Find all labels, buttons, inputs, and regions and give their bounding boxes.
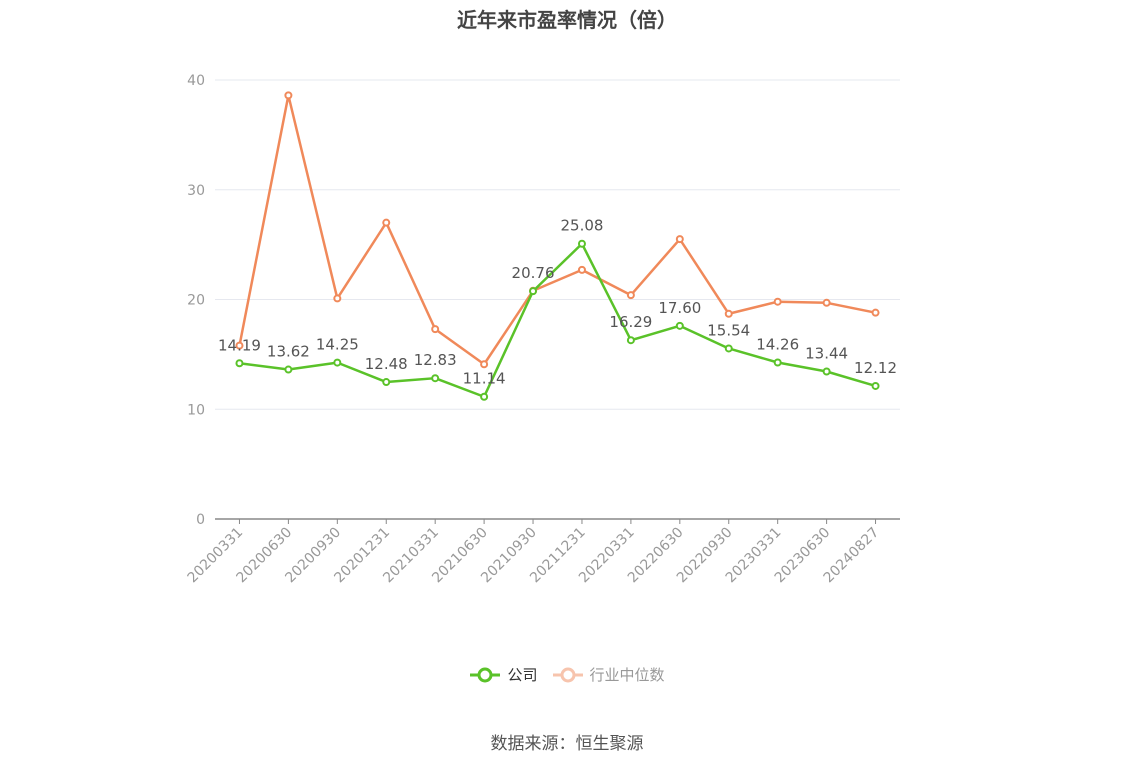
data-point-industry-median xyxy=(431,325,440,334)
data-label-company: 16.29 xyxy=(609,313,652,331)
data-point-company xyxy=(626,336,635,345)
data-point-industry-median xyxy=(333,294,342,303)
data-point-company xyxy=(724,344,733,353)
data-point-industry-median xyxy=(773,297,782,306)
data-point-company xyxy=(333,358,342,367)
data-point-company xyxy=(235,359,244,368)
data-label-company: 11.14 xyxy=(463,370,506,388)
y-tick-label: 30 xyxy=(187,183,205,199)
y-tick-label: 0 xyxy=(196,512,205,528)
data-labels: 14.19 13.62 14.25 12.48 12.83 11.14 20.76 25.08… xyxy=(218,217,897,388)
data-label-company: 14.19 xyxy=(218,336,261,354)
data-point-industry-median xyxy=(480,360,489,369)
data-label-company: 13.44 xyxy=(805,344,848,362)
data-label-company: 17.60 xyxy=(658,299,701,317)
data-point-industry-median xyxy=(675,235,684,244)
series-line-company xyxy=(239,242,876,398)
data-point-industry-median xyxy=(577,265,586,274)
data-point-industry-median xyxy=(284,91,293,100)
legend-label-industry-median: 行业中位数 xyxy=(589,666,665,684)
data-point-industry-median xyxy=(724,309,733,318)
legend-label-company: 公司 xyxy=(507,666,538,684)
legend-line-circle-icon xyxy=(470,667,501,682)
legend: 公司 行业中位数 xyxy=(0,664,1134,685)
data-label-company: 12.12 xyxy=(854,359,897,377)
data-point-company xyxy=(431,374,440,383)
data-point-company xyxy=(529,287,538,296)
legend-item-industry-median[interactable]: 行业中位数 xyxy=(552,664,665,685)
data-point-company xyxy=(773,358,782,367)
series-line-industry-median xyxy=(238,94,876,366)
data-label-company: 14.26 xyxy=(756,335,799,353)
data-point-company xyxy=(822,367,831,376)
data-point-industry-median xyxy=(871,308,880,317)
data-label-company: 20.76 xyxy=(512,264,555,282)
data-point-industry-median xyxy=(382,218,391,227)
data-point-company xyxy=(871,381,880,390)
data-label-company: 12.83 xyxy=(414,351,457,369)
data-point-industry-median xyxy=(822,298,831,307)
data-point-company xyxy=(480,392,489,401)
data-label-company: 14.25 xyxy=(316,336,359,354)
data-label-company: 15.54 xyxy=(707,321,750,339)
data-point-company xyxy=(284,365,293,374)
data-point-company xyxy=(675,321,684,330)
axes: 0102030402020033120200630202009302020123… xyxy=(185,73,900,586)
data-label-company: 13.62 xyxy=(267,343,310,361)
series-lines xyxy=(235,91,880,401)
data-point-company xyxy=(382,378,391,387)
gridlines xyxy=(215,79,900,410)
chart-title: 近年来市盈率情况（倍） xyxy=(457,8,677,32)
data-point-company xyxy=(577,239,586,248)
legend-item-company[interactable]: 公司 xyxy=(469,664,538,685)
y-tick-label: 20 xyxy=(187,293,205,309)
y-tick-label: 10 xyxy=(187,402,205,418)
legend-line-circle-icon xyxy=(552,667,583,682)
y-tick-label: 40 xyxy=(187,73,205,89)
data-label-company: 25.08 xyxy=(560,217,603,235)
data-point-industry-median xyxy=(626,291,635,300)
source-note: 数据来源：恒生聚源 xyxy=(490,734,644,754)
data-label-company: 12.48 xyxy=(365,355,408,373)
line-chart: 0102030402020033120200630202009302020123… xyxy=(185,73,900,586)
data-point-industry-median xyxy=(235,341,244,350)
